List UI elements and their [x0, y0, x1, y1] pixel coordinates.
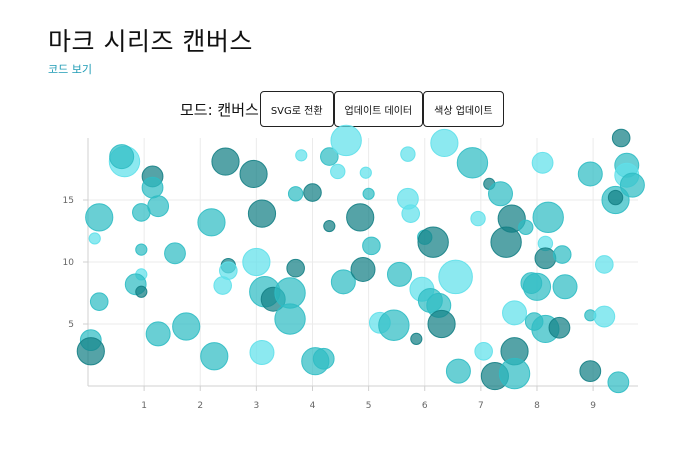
bubble-point [502, 300, 528, 326]
bubble-point [386, 261, 412, 287]
bubble-point [135, 243, 148, 256]
bubble-point [518, 219, 534, 235]
bubble-point [470, 210, 486, 227]
bubble-point [286, 258, 305, 278]
bubble-point [611, 128, 631, 148]
bubble-point [242, 247, 271, 277]
bubble-point [330, 269, 356, 295]
x-tick-label: 8 [534, 401, 540, 411]
bubble-point [295, 149, 308, 162]
bubble-point [362, 187, 375, 200]
bubble-point [552, 274, 578, 300]
bubble-point [445, 358, 471, 384]
bubble-point [76, 337, 105, 366]
bubble-point [239, 159, 268, 189]
bubble-point [593, 305, 616, 328]
bubble-point [362, 236, 381, 256]
bubble-point [548, 316, 571, 339]
x-tick-label: 2 [197, 401, 203, 411]
bubble-point [200, 342, 229, 371]
y-tick-label: 15 [63, 196, 74, 206]
y-tick-label: 10 [63, 258, 75, 268]
update-colors-button[interactable]: 색상 업데이트 [423, 91, 504, 127]
mode-label: 모드: 캔버스 [180, 100, 259, 119]
bubble-point [135, 285, 148, 298]
bubble-point [579, 360, 602, 383]
bubble-point [346, 203, 375, 232]
bubble-point [213, 276, 232, 295]
bubble-point [378, 309, 410, 341]
bubble-point [427, 309, 456, 339]
bubble-point [323, 219, 336, 233]
bubble-point [400, 146, 416, 162]
bubble-point [147, 195, 170, 218]
bubble-point [534, 247, 557, 270]
bubble-point [274, 303, 306, 335]
x-tick-label: 4 [310, 401, 316, 411]
bubble-point [474, 341, 493, 361]
bubble-point [350, 256, 376, 282]
x-tick-label: 3 [254, 401, 260, 411]
bubble-point [607, 371, 630, 394]
bubble-point [249, 340, 275, 366]
bubble-point [197, 208, 226, 237]
bubble-point [359, 166, 372, 179]
bubble-point [619, 172, 645, 198]
bubble-point [577, 161, 603, 187]
bubble-point [410, 332, 423, 345]
y-tick-label: 5 [68, 320, 74, 330]
bubble-point [141, 176, 164, 199]
bubble-point [303, 183, 322, 202]
bubble-point [532, 201, 564, 234]
bubble-point [312, 347, 335, 370]
bubble-point [401, 204, 421, 223]
bubble-point [456, 147, 489, 179]
x-tick-label: 9 [590, 401, 596, 411]
bubble-point [172, 312, 201, 341]
bubble-point [247, 199, 277, 228]
bubble-point [498, 357, 531, 390]
x-tick-label: 7 [478, 401, 484, 411]
bubble-point [595, 255, 614, 274]
view-code-link[interactable]: 코드 보기 [48, 63, 92, 76]
bubble-point [109, 144, 135, 170]
bubble-point [438, 259, 473, 295]
x-tick-label: 6 [422, 401, 428, 411]
chart-toolbar: 모드: 캔버스 SVG로 전환 업데이트 데이터 색상 업데이트 [180, 91, 504, 127]
bubble-point [320, 147, 339, 166]
page-title: 마크 시리즈 캔버스 [48, 27, 253, 56]
bubble-point [330, 163, 346, 180]
bubble-point [330, 124, 362, 157]
bubble-point [522, 272, 552, 301]
update-data-button[interactable]: 업데이트 데이터 [333, 91, 424, 127]
x-tick-label: 1 [141, 401, 147, 411]
bubble-point [164, 242, 186, 265]
bubble-point [607, 189, 624, 206]
switch-to-svg-button[interactable]: SVG로 전환 [259, 91, 334, 127]
bubble-point [88, 232, 101, 245]
bubble-point [85, 203, 114, 232]
bubble-point [287, 186, 304, 202]
bubble-point [488, 181, 513, 207]
bubble-point [531, 151, 554, 174]
x-tick-label: 5 [366, 401, 372, 411]
bubble-point [552, 245, 572, 264]
bubble-point [430, 128, 459, 158]
bubble-point [89, 292, 109, 311]
bubble-point [417, 226, 449, 258]
bubble-point [211, 147, 240, 176]
bubble-point [145, 321, 171, 347]
